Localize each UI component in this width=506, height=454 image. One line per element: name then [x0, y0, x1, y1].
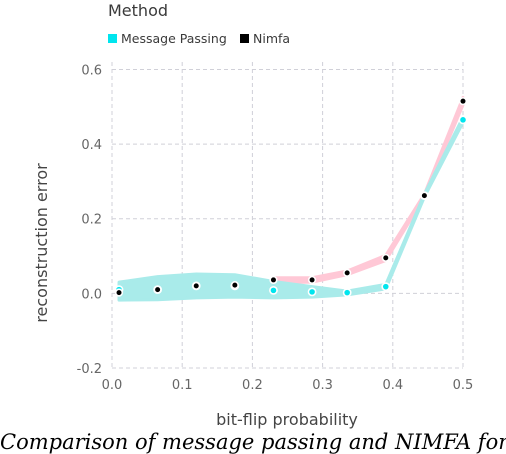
- y-tick-label: 0.0: [81, 287, 102, 302]
- point-nimfa: [192, 281, 201, 291]
- x-tick-label: 0.1: [172, 378, 193, 393]
- x-axis-label: bit-flip probability: [216, 410, 358, 429]
- figure-caption: Comparison of message passing and NIMFA …: [0, 430, 506, 454]
- point-nimfa: [114, 288, 124, 297]
- legend-swatch: [240, 34, 249, 43]
- y-tick-label: 0.6: [81, 63, 102, 78]
- point-nimfa: [230, 281, 239, 290]
- point-message-passing: [342, 288, 352, 298]
- error-band-nimfa: [271, 95, 465, 285]
- y-tick-label: 0.4: [81, 138, 102, 153]
- legend-label: Nimfa: [253, 31, 290, 46]
- y-tick-label: -0.2: [77, 362, 102, 377]
- tick-labels: -0.20.00.20.40.60.0 0.1 0.2 0.3 0.4 0.5: [77, 63, 474, 393]
- legend-label: Message Passing: [121, 31, 227, 46]
- legend: Message Passing Nimfa: [108, 31, 290, 46]
- error-bands: [117, 95, 465, 302]
- point-nimfa: [153, 285, 162, 294]
- legend-swatch: [108, 34, 117, 43]
- x-tick-label: 0.4: [382, 378, 403, 393]
- legend-title: Method: [108, 1, 168, 20]
- point-message-passing: [307, 287, 317, 297]
- point-nimfa: [381, 253, 390, 263]
- x-tick-label: 0.5: [453, 378, 474, 393]
- x-tick-label: 0.3: [312, 378, 333, 393]
- point-message-passing: [269, 285, 278, 295]
- point-nimfa: [343, 268, 352, 277]
- error-band-message-passing: [117, 115, 465, 302]
- y-tick-label: 0.2: [81, 213, 102, 228]
- x-tick-label: 0.2: [242, 378, 263, 393]
- data-points: [114, 97, 468, 298]
- point-nimfa: [307, 275, 317, 285]
- point-nimfa: [458, 97, 468, 106]
- point-nimfa: [269, 275, 278, 285]
- point-message-passing: [381, 282, 391, 292]
- x-tick-label: 0.0: [102, 378, 123, 393]
- point-nimfa: [420, 191, 429, 200]
- chart: -0.20.00.20.40.60.0 0.1 0.2 0.3 0.4 0.5 Metho…: [32, 1, 474, 429]
- y-axis-label: reconstruction error: [32, 163, 51, 323]
- point-message-passing: [458, 115, 468, 125]
